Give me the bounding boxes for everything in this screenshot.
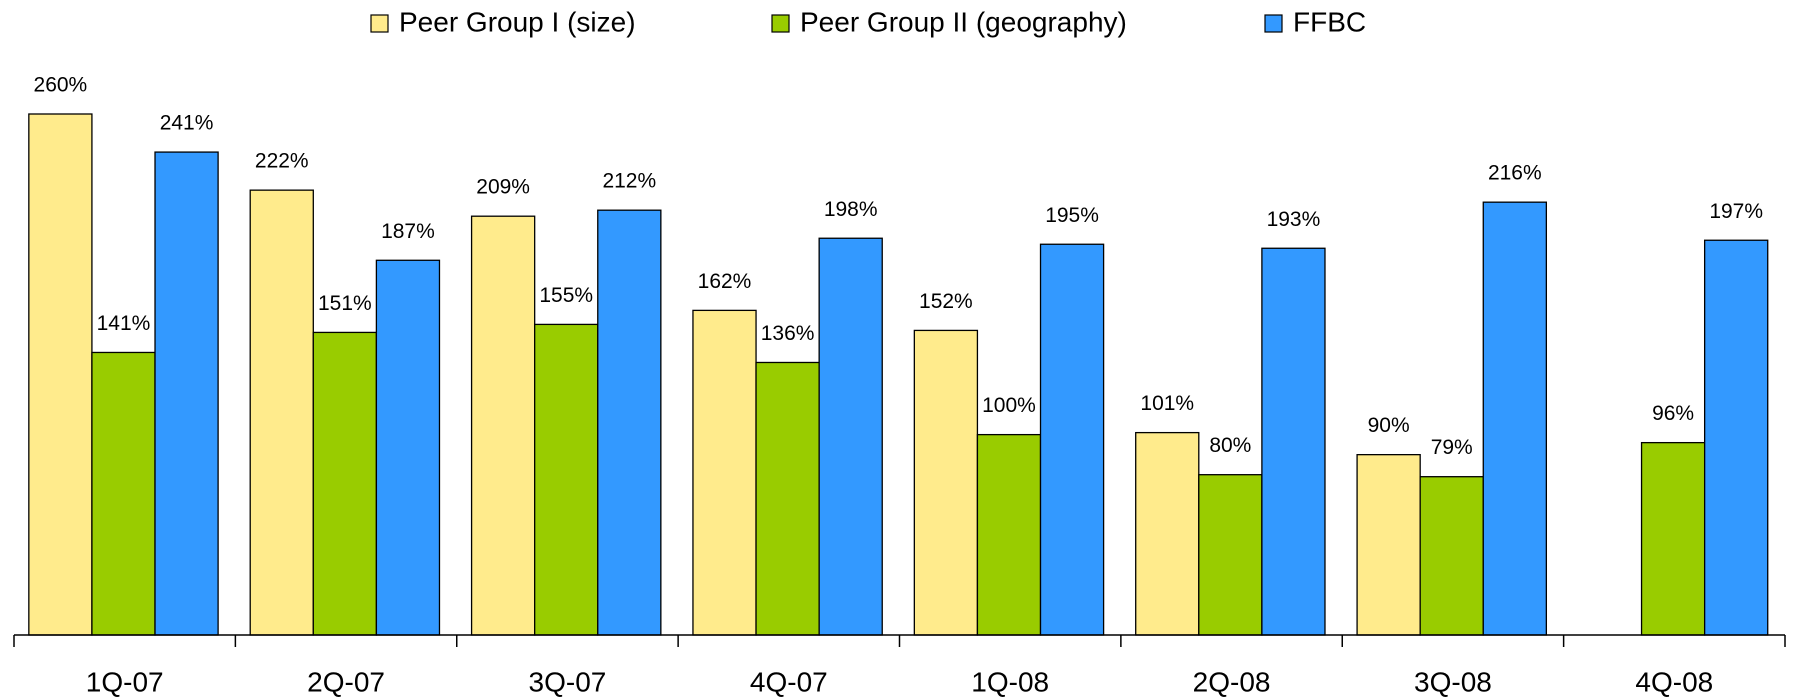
value-label: 141% — [97, 312, 151, 335]
x-tick-label: 4Q-07 — [750, 666, 828, 697]
bar — [692, 309, 757, 636]
value-label: 198% — [824, 198, 878, 221]
value-label: 100% — [982, 394, 1036, 417]
x-tick-label: 2Q-08 — [1193, 666, 1271, 697]
bar — [913, 329, 979, 636]
bar — [1703, 239, 1769, 636]
legend-label: Peer Group II (geography) — [800, 6, 1127, 37]
x-tick-label: 1Q-08 — [971, 666, 1049, 697]
value-label: 162% — [698, 270, 752, 293]
bar — [1640, 441, 1706, 636]
bar — [1135, 431, 1200, 636]
legend-swatch — [370, 14, 389, 33]
value-label: 195% — [1045, 204, 1099, 227]
value-label: 187% — [381, 220, 435, 243]
legend-swatch — [1264, 14, 1283, 33]
bar — [976, 433, 1042, 636]
legend-label: Peer Group I (size) — [399, 6, 636, 37]
value-label: 80% — [1209, 434, 1251, 457]
bar — [91, 351, 156, 636]
value-label: 212% — [602, 170, 656, 193]
x-tick-label: 4Q-08 — [1635, 666, 1713, 697]
bar — [818, 237, 883, 636]
bar — [470, 215, 536, 636]
x-tick-label: 3Q-07 — [529, 666, 607, 697]
value-label: 197% — [1709, 200, 1763, 223]
value-label: 152% — [919, 290, 973, 313]
value-label: 96% — [1652, 402, 1694, 425]
bar — [1419, 476, 1484, 636]
value-label: 101% — [1140, 392, 1194, 415]
value-label: 260% — [34, 74, 88, 97]
value-label: 193% — [1267, 208, 1321, 231]
value-label: 216% — [1488, 162, 1542, 185]
value-label: 241% — [160, 112, 214, 135]
x-tick-label: 3Q-08 — [1414, 666, 1492, 697]
bar — [1198, 474, 1263, 636]
value-label: 222% — [255, 150, 309, 173]
value-label: 90% — [1368, 414, 1410, 437]
value-label: 209% — [476, 176, 530, 199]
x-tick-label: 1Q-07 — [86, 666, 164, 697]
bar — [249, 189, 314, 636]
bar — [534, 323, 599, 636]
bar — [28, 113, 93, 636]
value-label: 79% — [1431, 436, 1473, 459]
bar — [597, 209, 662, 636]
value-label: 155% — [539, 284, 593, 307]
bar — [1261, 247, 1326, 636]
bar — [1482, 201, 1548, 636]
legend-swatch — [771, 14, 790, 33]
value-label: 136% — [761, 322, 815, 345]
x-tick-label: 2Q-07 — [307, 666, 385, 697]
bar — [375, 259, 441, 636]
bar — [312, 331, 378, 636]
legend-label: FFBC — [1293, 6, 1366, 37]
bar — [1356, 454, 1421, 636]
value-label: 151% — [318, 292, 372, 315]
bar — [154, 151, 219, 636]
bar — [755, 361, 820, 636]
bar — [1039, 243, 1105, 636]
